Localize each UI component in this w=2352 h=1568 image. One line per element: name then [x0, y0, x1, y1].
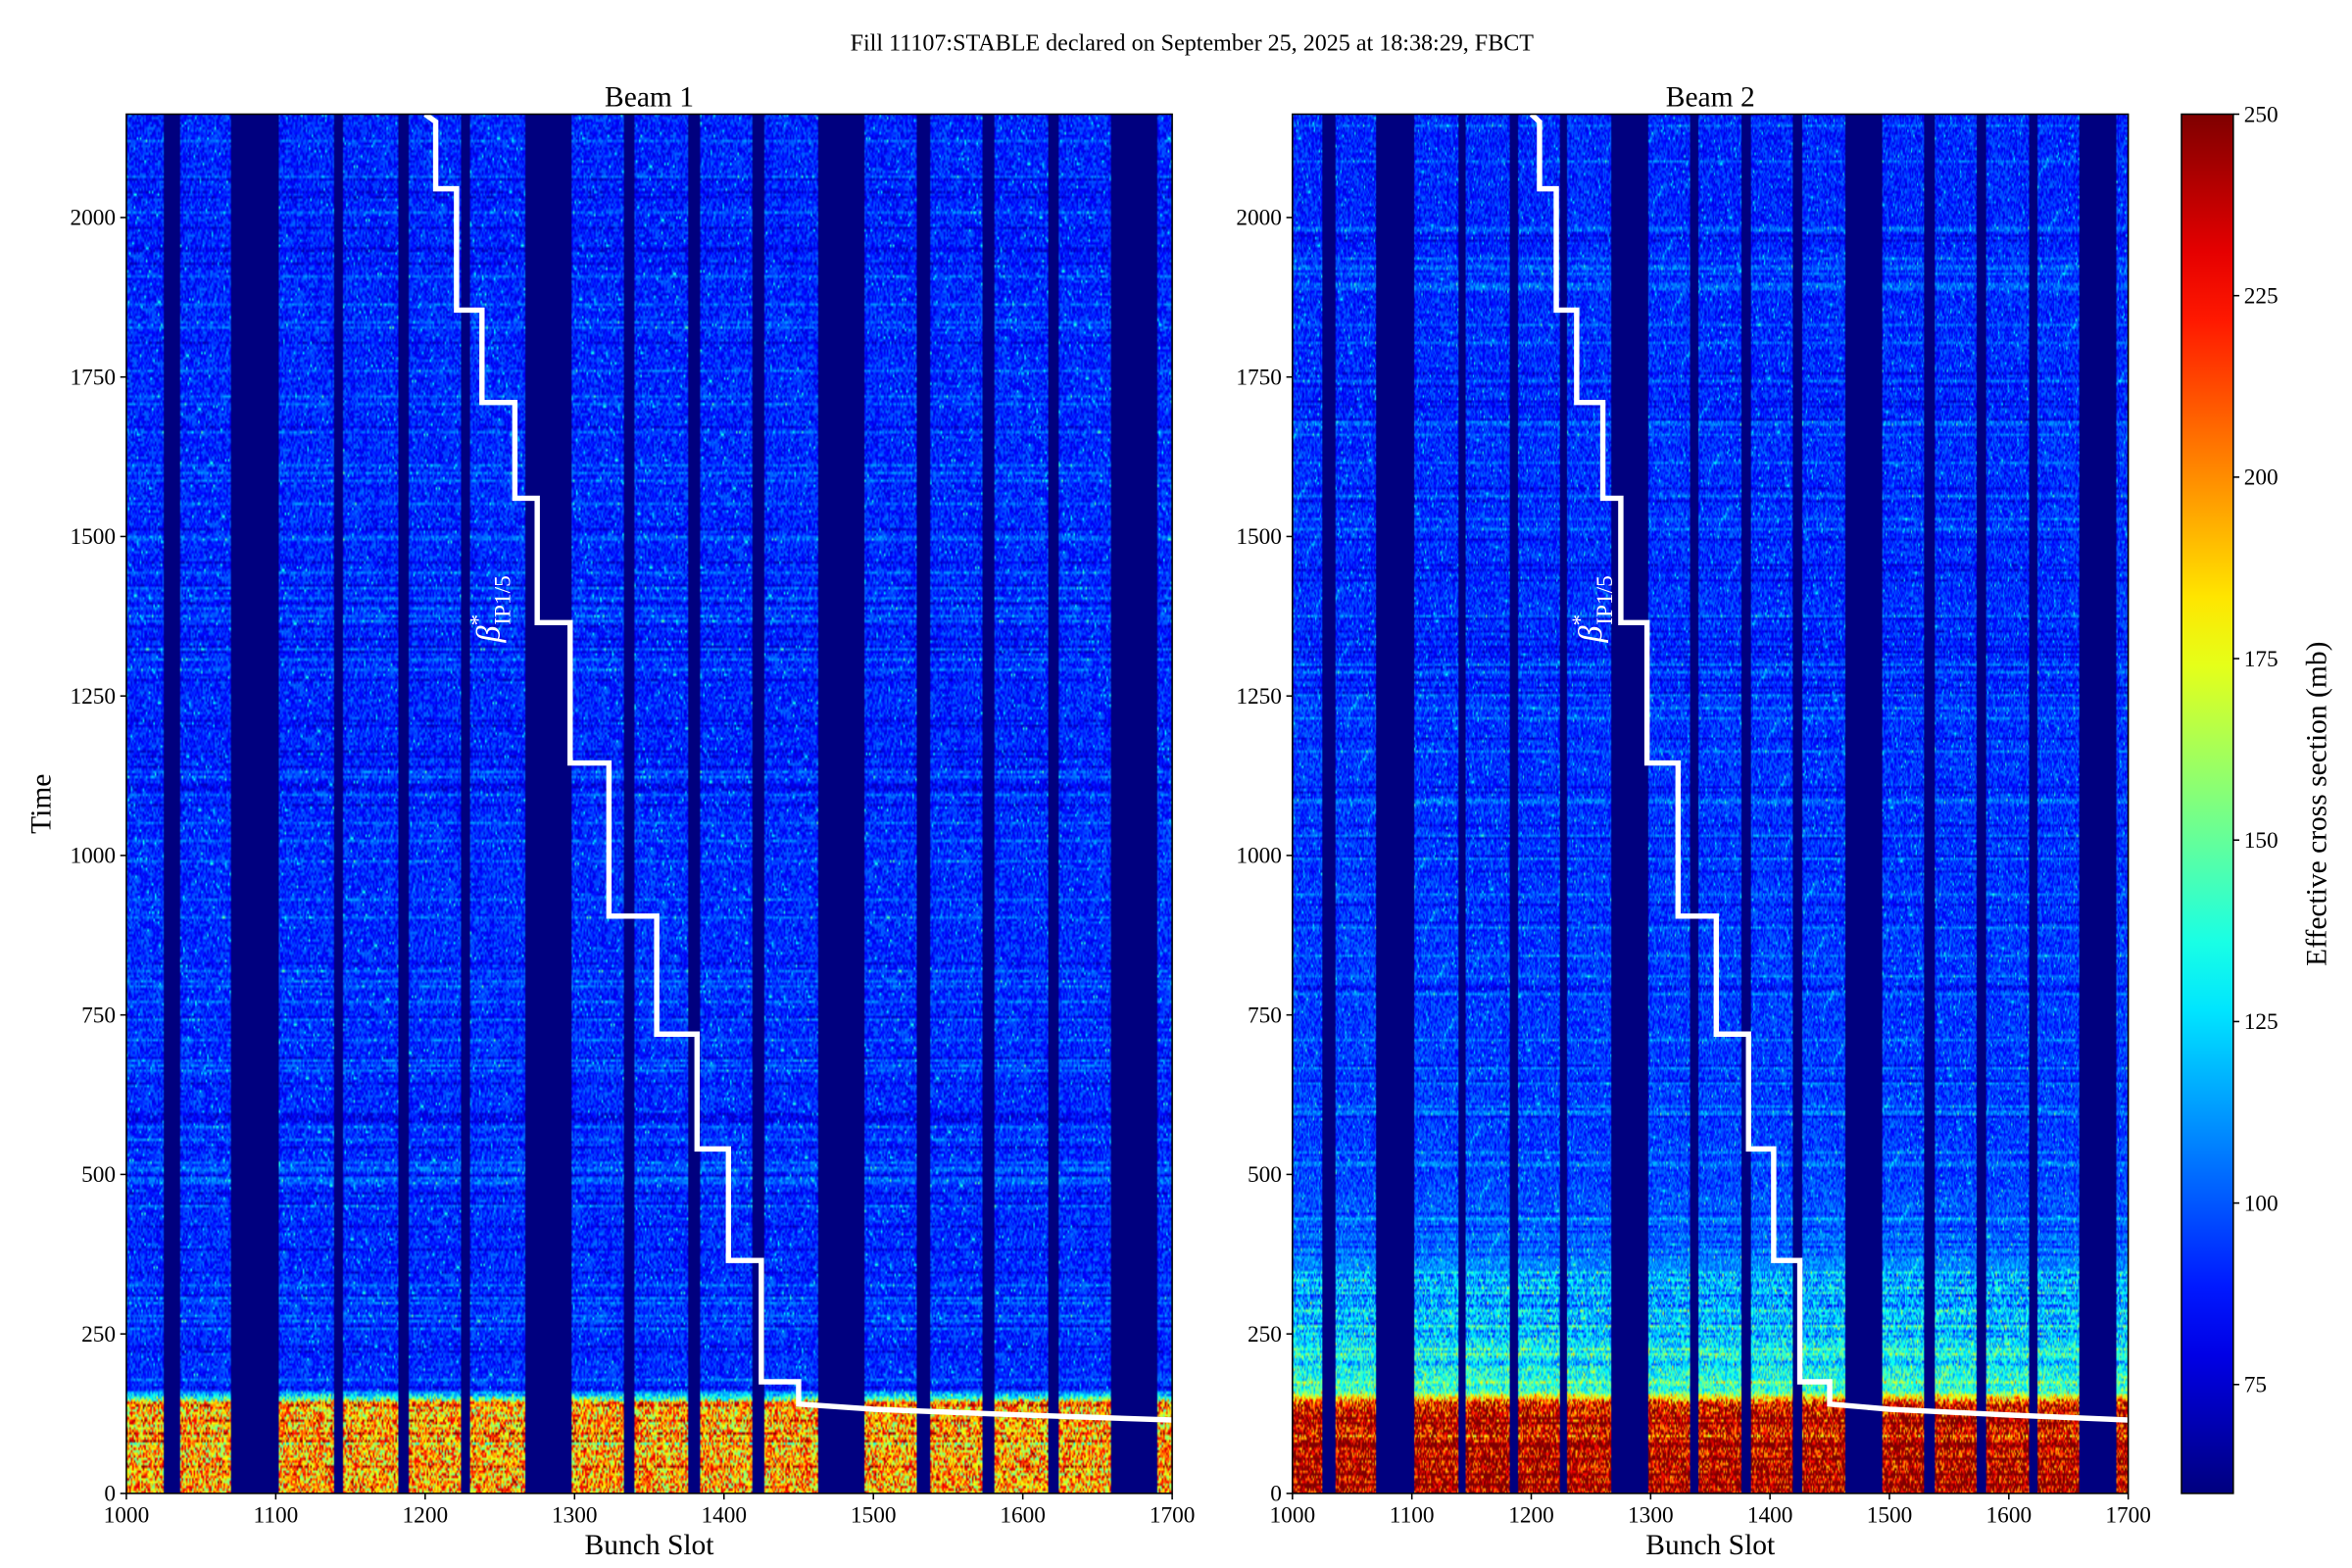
x-tick-label: 1600: [1986, 1502, 2033, 1528]
x-tick-label: 1700: [2105, 1502, 2151, 1528]
x-tick-label: 1700: [1150, 1502, 1196, 1528]
y-tick-label: 1250: [1236, 684, 1282, 710]
x-axis-label: Bunch Slot: [1645, 1530, 1776, 1561]
y-tick-label: 500: [1248, 1162, 1282, 1188]
y-tick-label: 750: [81, 1003, 116, 1028]
x-tick-label: 1600: [1000, 1502, 1046, 1528]
beam2-axes: β*IP1/5 Beam 2 Bunch Slot 1000 1100 1200 1300 1…: [1236, 82, 2151, 1561]
beam1-axes: β*IP1/5 Beam 1 Bunch Slot Time 1000 1100 1200 1…: [25, 82, 1195, 1561]
x-axis-label: Bunch Slot: [585, 1530, 715, 1561]
x-tick-label: 1500: [851, 1502, 897, 1528]
y-tick-label: 750: [1248, 1003, 1282, 1028]
figure-title: Fill 11107:STABLE declared on September …: [851, 30, 1535, 56]
colorbar-tick-label: 225: [2244, 283, 2278, 309]
colorbar-tick-label: 100: [2244, 1191, 2278, 1216]
y-tick-label: 1750: [70, 365, 116, 390]
x-tick-label: 1200: [1508, 1502, 1554, 1528]
beta-star-line: [1529, 112, 2129, 1423]
colorbar-tick-label: 175: [2244, 647, 2278, 672]
beta-symbol: β: [471, 625, 508, 643]
y-tick-label: 1750: [1236, 365, 1282, 390]
axes-title: Beam 1: [605, 82, 694, 114]
beta-star-label: β*IP1/5: [466, 575, 516, 643]
axes-title: Beam 2: [1666, 82, 1755, 114]
colorbar-tick-label: 75: [2244, 1373, 2267, 1398]
beta-subscript: IP1/5: [1592, 575, 1618, 624]
y-tick-label: 1000: [70, 844, 116, 869]
axes-frame: [125, 113, 1173, 1494]
x-tick-label: 1400: [701, 1502, 747, 1528]
heatmap-image: [1292, 114, 2129, 1494]
colorbar-tick-label: 200: [2244, 466, 2278, 491]
beta-subscript: IP1/5: [490, 575, 515, 624]
heatmap-image: [125, 114, 1173, 1494]
colorbar-label: Effective cross section (mb): [2302, 642, 2333, 966]
y-tick-label: 0: [1270, 1482, 1282, 1507]
x-tick-label: 1000: [104, 1502, 150, 1528]
x-tick-label: 1400: [1747, 1502, 1793, 1528]
y-tick-label: 1500: [70, 524, 116, 550]
y-tick-label: 1250: [70, 684, 116, 710]
x-tick-label: 1300: [1628, 1502, 1674, 1528]
y-tick-label: 500: [81, 1162, 116, 1188]
y-tick-label: 1500: [1236, 524, 1282, 550]
colorbar-bar: [2180, 113, 2234, 1494]
beta-superscript: *: [1568, 614, 1593, 626]
beta-star-line: [423, 112, 1173, 1423]
y-tick-label: 0: [104, 1482, 116, 1507]
colorbar-tick-label: 125: [2244, 1009, 2278, 1035]
x-tick-label: 1200: [403, 1502, 449, 1528]
x-tick-label: 1500: [1867, 1502, 1913, 1528]
colorbar-tick-label: 250: [2244, 102, 2278, 127]
colorbar: 75 100 125 150 175 200 225 250 Effective cross s…: [2180, 102, 2333, 1494]
beta-superscript: *: [466, 614, 492, 626]
x-tick-label: 1100: [1390, 1502, 1435, 1528]
x-tick-label: 1300: [552, 1502, 598, 1528]
y-tick-label: 250: [1248, 1322, 1282, 1348]
y-tick-label: 1000: [1236, 844, 1282, 869]
axes-frame: [1292, 113, 2130, 1494]
colorbar-tick-label: 150: [2244, 828, 2278, 854]
y-tick-label: 2000: [1236, 206, 1282, 231]
beta-star-label: β*IP1/5: [1568, 575, 1618, 643]
y-tick-label: 2000: [70, 206, 116, 231]
beta-symbol: β: [1573, 625, 1609, 643]
y-tick-label: 250: [81, 1322, 116, 1348]
y-axis-label: Time: [25, 774, 57, 834]
x-tick-label: 1100: [254, 1502, 299, 1528]
x-tick-label: 1000: [1270, 1502, 1316, 1528]
